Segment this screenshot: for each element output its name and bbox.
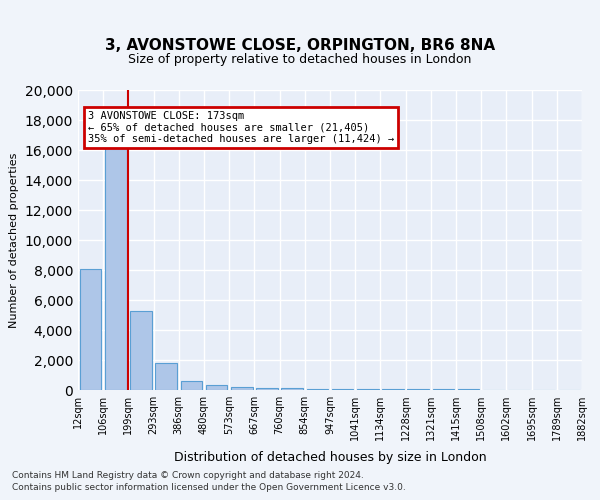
Bar: [256, 388, 278, 390]
Bar: [181, 380, 202, 390]
Bar: [231, 386, 253, 390]
Text: 3, AVONSTOWE CLOSE, ORPINGTON, BR6 8NA: 3, AVONSTOWE CLOSE, ORPINGTON, BR6 8NA: [105, 38, 495, 52]
Bar: [206, 385, 227, 390]
Text: Contains public sector information licensed under the Open Government Licence v3: Contains public sector information licen…: [12, 484, 406, 492]
Bar: [357, 389, 379, 390]
Y-axis label: Number of detached properties: Number of detached properties: [9, 152, 19, 328]
Bar: [130, 310, 152, 390]
Bar: [155, 363, 177, 390]
Text: Size of property relative to detached houses in London: Size of property relative to detached ho…: [128, 53, 472, 66]
Bar: [105, 141, 127, 390]
Bar: [307, 388, 328, 390]
Bar: [382, 389, 404, 390]
Bar: [80, 269, 101, 390]
X-axis label: Distribution of detached houses by size in London: Distribution of detached houses by size …: [173, 452, 487, 464]
Text: 3 AVONSTOWE CLOSE: 173sqm
← 65% of detached houses are smaller (21,405)
35% of s: 3 AVONSTOWE CLOSE: 173sqm ← 65% of detac…: [88, 111, 394, 144]
Bar: [332, 389, 353, 390]
Text: Contains HM Land Registry data © Crown copyright and database right 2024.: Contains HM Land Registry data © Crown c…: [12, 471, 364, 480]
Bar: [281, 388, 303, 390]
